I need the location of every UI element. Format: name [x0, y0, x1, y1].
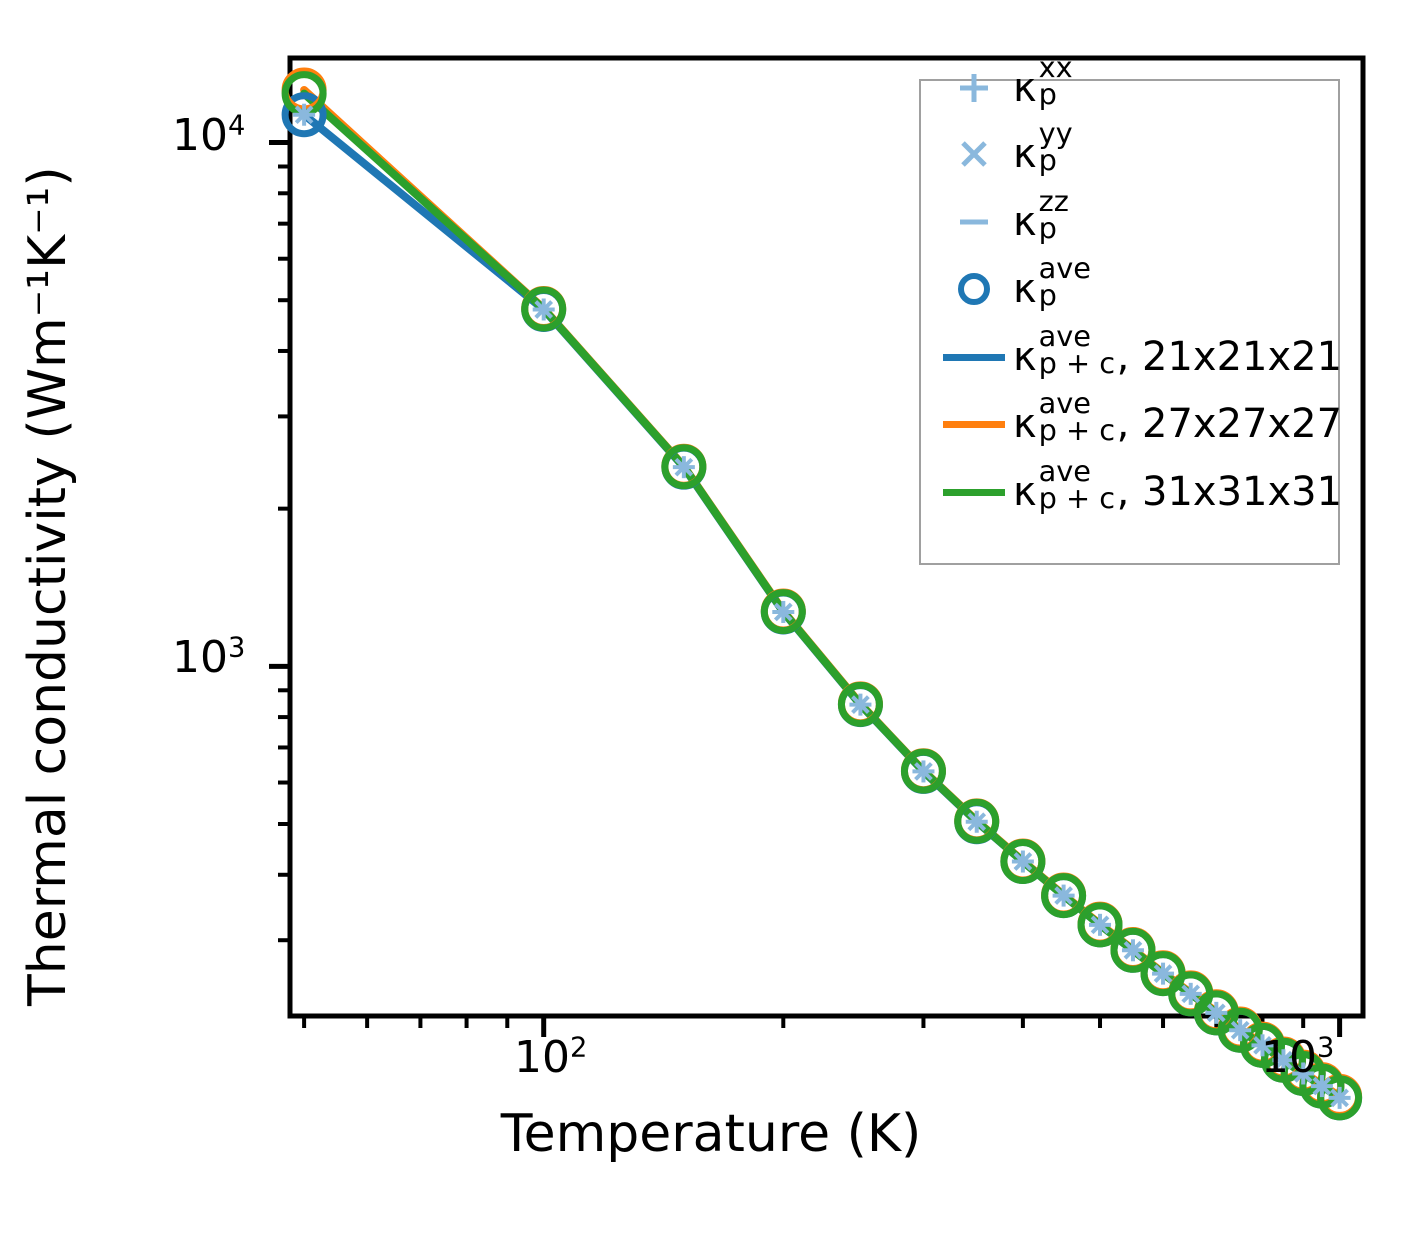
x-tick-label-1e2: 102 — [514, 1032, 588, 1083]
legend-plus-marker-icon — [935, 64, 1013, 112]
kappa-subscript: p + c — [1038, 481, 1116, 516]
kappa-symbol: κ ave p + c — [1013, 454, 1116, 516]
legend-item-suffix: , 21x21x21 — [1116, 334, 1343, 380]
legend-item-1[interactable]: κ xx p — [935, 50, 1091, 118]
kappa-symbol: κ yy p — [1013, 116, 1073, 178]
legend-item-label: κ ave p + c, 27x27x27 — [1013, 386, 1343, 448]
kappa-subscript: p + c — [1038, 413, 1116, 448]
kappa-subscript: p — [1038, 143, 1057, 178]
legend-line-swatch-icon — [935, 420, 1013, 428]
line-swatch-bar — [943, 488, 1005, 496]
data-series-markers — [281, 67, 1363, 1121]
chart-legend: κ xx p κ yy p κ zz p κ ave p κ ave p + c, 21x21x21 κ ave… — [919, 53, 1343, 565]
legend-item-7[interactable]: κ ave p + c, 31x31x31 — [935, 454, 1343, 522]
legend-cross-marker-icon — [935, 130, 1013, 178]
y-axis-label: Thermal conductivity (Wm⁻¹K⁻¹) — [18, 166, 78, 1006]
legend-item-label: κ zz p — [1013, 184, 1091, 246]
kappa-superscript: ave — [1038, 319, 1091, 354]
legend-item-label: κ ave p — [1013, 251, 1091, 313]
legend-item-label: κ ave p + c, 31x31x31 — [1013, 454, 1343, 516]
line-swatch-bar — [943, 353, 1005, 361]
kappa-symbol: κ ave p + c — [1013, 319, 1116, 381]
kappa-symbol: κ xx p — [1013, 50, 1073, 112]
axis-ticks — [269, 140, 1343, 1037]
kappa-symbol: κ ave p — [1013, 251, 1091, 313]
legend-item-label: κ xx p — [1013, 50, 1091, 112]
kappa-superscript: ave — [1038, 251, 1091, 286]
kappa-symbol: κ zz p — [1013, 184, 1069, 246]
y-tick-label-1e4: 104 — [172, 110, 246, 161]
kappa-superscript: ave — [1038, 454, 1091, 489]
legend-item-4[interactable]: κ ave p — [935, 251, 1091, 319]
x-axis-label: Temperature (K) — [500, 1104, 922, 1164]
legend-item-5[interactable]: κ ave p + c, 21x21x21 — [935, 319, 1343, 387]
legend-line-swatch-icon — [935, 488, 1013, 496]
kappa-symbol: κ ave p + c — [1013, 386, 1116, 448]
legend-item-2[interactable]: κ yy p — [935, 116, 1091, 184]
kappa-superscript: zz — [1038, 184, 1069, 219]
legend-line-swatch-icon — [935, 353, 1013, 361]
legend-item-label: κ yy p — [1013, 116, 1091, 178]
legend-item-label: κ ave p + c, 21x21x21 — [1013, 319, 1343, 381]
kappa-subscript: p — [1038, 77, 1057, 112]
legend-item-6[interactable]: κ ave p + c, 27x27x27 — [935, 386, 1343, 454]
legend-circle-marker-icon — [935, 265, 1013, 313]
legend-dash-marker-icon — [935, 198, 1013, 246]
kappa-superscript: yy — [1038, 116, 1073, 151]
legend-item-suffix: , 31x31x31 — [1116, 469, 1343, 515]
x-tick-label-1e3: 103 — [1261, 1032, 1335, 1083]
kappa-subscript: p — [1038, 211, 1057, 246]
kappa-superscript: ave — [1038, 386, 1091, 421]
kappa-subscript: p + c — [1038, 346, 1116, 381]
legend-item-suffix: , 27x27x27 — [1116, 401, 1343, 447]
y-tick-label-1e3: 103 — [172, 632, 246, 683]
line-swatch-bar — [943, 420, 1005, 428]
kappa-subscript: p — [1038, 278, 1057, 313]
legend-item-3[interactable]: κ zz p — [935, 184, 1091, 252]
kappa-superscript: xx — [1038, 50, 1073, 85]
